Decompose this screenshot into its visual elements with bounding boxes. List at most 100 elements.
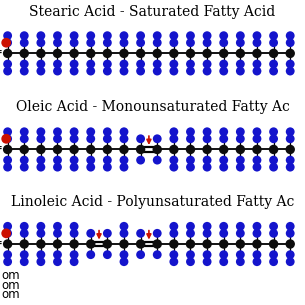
Circle shape (253, 229, 261, 238)
Text: om: om (2, 269, 20, 282)
Circle shape (136, 156, 145, 165)
Circle shape (37, 67, 45, 76)
Circle shape (102, 239, 112, 249)
Circle shape (152, 145, 162, 154)
Circle shape (236, 222, 245, 231)
Circle shape (219, 31, 228, 40)
Circle shape (153, 229, 162, 238)
Circle shape (3, 31, 12, 40)
Circle shape (53, 60, 62, 69)
Circle shape (253, 222, 261, 231)
Circle shape (186, 250, 195, 259)
Circle shape (286, 38, 295, 47)
Circle shape (286, 229, 295, 238)
Circle shape (286, 250, 295, 259)
Circle shape (170, 250, 178, 259)
Circle shape (20, 31, 29, 40)
Circle shape (253, 257, 261, 266)
Circle shape (219, 38, 228, 47)
Circle shape (86, 134, 95, 143)
Circle shape (285, 145, 295, 154)
Circle shape (153, 60, 162, 69)
Circle shape (86, 127, 95, 136)
Circle shape (70, 222, 79, 231)
Circle shape (3, 257, 12, 266)
Circle shape (269, 222, 278, 231)
Circle shape (286, 163, 295, 171)
Circle shape (119, 239, 129, 249)
Circle shape (70, 250, 79, 259)
Circle shape (236, 48, 245, 58)
Circle shape (170, 229, 178, 238)
Circle shape (236, 134, 245, 143)
Circle shape (253, 38, 261, 47)
Circle shape (286, 31, 295, 40)
Circle shape (37, 127, 45, 136)
Circle shape (3, 145, 12, 154)
Circle shape (186, 127, 195, 136)
Circle shape (170, 257, 178, 266)
Circle shape (86, 60, 95, 69)
Circle shape (86, 229, 95, 238)
Circle shape (152, 48, 162, 58)
Circle shape (120, 38, 128, 47)
Circle shape (219, 67, 228, 76)
Circle shape (120, 229, 128, 238)
Circle shape (103, 163, 112, 171)
Circle shape (70, 163, 79, 171)
Circle shape (20, 48, 29, 58)
Circle shape (186, 134, 195, 143)
Circle shape (136, 48, 145, 58)
Circle shape (37, 222, 45, 231)
Circle shape (253, 60, 261, 69)
Circle shape (102, 145, 112, 154)
Circle shape (3, 250, 12, 259)
Circle shape (170, 67, 178, 76)
Circle shape (69, 239, 79, 249)
Circle shape (53, 145, 62, 154)
Circle shape (186, 239, 195, 249)
Circle shape (253, 31, 261, 40)
Text: om: om (2, 289, 20, 301)
Circle shape (269, 156, 278, 165)
Circle shape (169, 239, 179, 249)
Circle shape (3, 48, 12, 58)
Circle shape (70, 156, 79, 165)
Circle shape (286, 134, 295, 143)
Circle shape (37, 257, 45, 266)
Circle shape (286, 222, 295, 231)
Circle shape (236, 31, 245, 40)
Circle shape (136, 229, 145, 238)
Circle shape (253, 127, 261, 136)
Circle shape (70, 134, 79, 143)
Circle shape (136, 60, 145, 69)
Circle shape (153, 134, 162, 143)
Circle shape (20, 145, 29, 154)
Circle shape (286, 67, 295, 76)
Circle shape (70, 31, 79, 40)
Circle shape (20, 229, 29, 238)
Circle shape (3, 239, 12, 249)
Circle shape (252, 48, 262, 58)
Circle shape (269, 163, 278, 171)
Circle shape (3, 38, 12, 47)
Circle shape (253, 156, 261, 165)
Circle shape (219, 134, 228, 143)
Circle shape (219, 145, 228, 154)
Circle shape (120, 134, 128, 143)
Circle shape (36, 145, 46, 154)
Circle shape (37, 31, 45, 40)
Circle shape (37, 250, 45, 259)
Circle shape (219, 257, 228, 266)
Circle shape (53, 156, 62, 165)
Circle shape (153, 31, 162, 40)
Circle shape (120, 127, 128, 136)
Circle shape (203, 31, 212, 40)
Circle shape (69, 145, 79, 154)
Circle shape (53, 127, 62, 136)
Circle shape (170, 134, 178, 143)
Circle shape (1, 38, 11, 48)
Circle shape (236, 38, 245, 47)
Circle shape (219, 222, 228, 231)
Circle shape (186, 60, 195, 69)
